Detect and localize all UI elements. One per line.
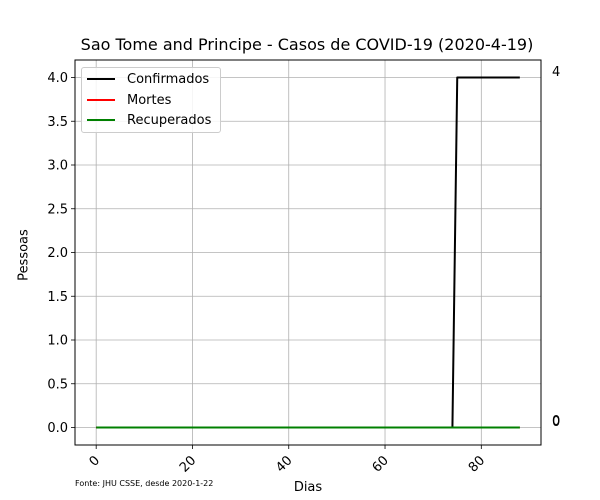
x-axis-label: Dias [293, 480, 323, 495]
y-axis-label: Pessoas [16, 229, 32, 281]
legend-swatch-mortes [87, 99, 115, 101]
x-tick-label: 0 [87, 453, 103, 469]
chart-title: Sao Tome and Principe - Casos de COVID-1… [80, 35, 534, 54]
legend-item-recuperados: Recuperados [87, 110, 211, 130]
end-label-confirmados: 4 [552, 65, 561, 80]
y-tick-label: 3.0 [47, 159, 68, 174]
legend: Confirmados Mortes Recuperados [81, 67, 221, 133]
legend-item-confirmados: Confirmados [87, 69, 209, 89]
x-tick-label: 60 [370, 453, 392, 475]
legend-swatch-recuperados [87, 119, 115, 121]
series-lines [96, 76, 520, 429]
legend-label: Confirmados [127, 71, 210, 87]
legend-item-mortes: Mortes [87, 90, 171, 110]
source-footnote: Fonte: JHU CSSE, desde 2020-1-22 [75, 479, 214, 488]
y-tick-label: 2.5 [47, 202, 68, 217]
end-label-recuperados: 0 [552, 415, 561, 430]
x-tick-label: 40 [273, 453, 295, 475]
y-tick-label: 0.5 [47, 377, 68, 392]
y-tick-label: 1.0 [47, 334, 68, 349]
y-tick-label: 4.0 [47, 71, 68, 86]
x-tick-label: 20 [177, 453, 199, 475]
legend-label: Recuperados [127, 112, 212, 128]
y-tick-label: 2.0 [47, 246, 68, 261]
y-tick-label: 0.0 [47, 421, 68, 436]
legend-label: Mortes [127, 92, 172, 108]
x-tick-label: 80 [466, 453, 488, 475]
end-label-mortes: 0 [552, 414, 561, 429]
y-tick-label: 1.5 [47, 290, 68, 305]
y-tick-label: 3.5 [47, 115, 68, 130]
legend-swatch-confirmados [87, 78, 115, 80]
